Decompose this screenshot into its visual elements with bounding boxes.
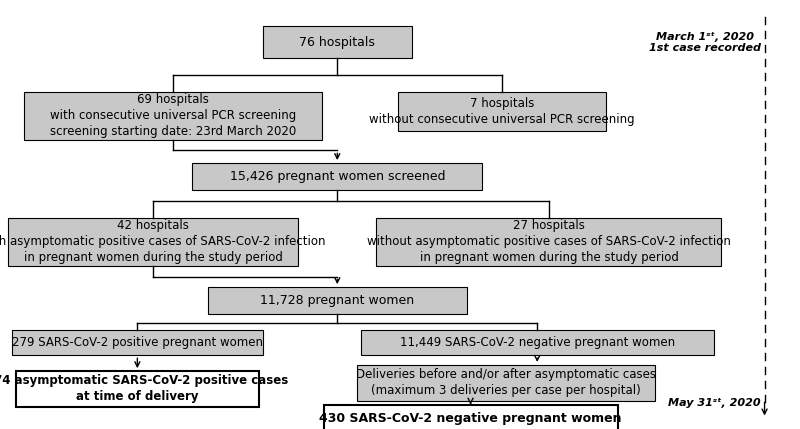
Text: 69 hospitals
with consecutive universal PCR screening
screening starting date: 2: 69 hospitals with consecutive universal …	[50, 93, 296, 138]
Text: 15,426 pregnant women screened: 15,426 pregnant women screened	[230, 170, 445, 183]
Text: 76 hospitals: 76 hospitals	[299, 36, 375, 48]
Text: 430 SARS-CoV-2 negative pregnant women: 430 SARS-CoV-2 negative pregnant women	[319, 412, 622, 425]
FancyBboxPatch shape	[12, 330, 262, 355]
FancyBboxPatch shape	[8, 218, 298, 266]
Text: 27 hospitals
without asymptomatic positive cases of SARS-CoV-2 infection
in preg: 27 hospitals without asymptomatic positi…	[367, 219, 731, 264]
FancyBboxPatch shape	[208, 287, 466, 314]
FancyBboxPatch shape	[361, 330, 714, 355]
Text: 174 asymptomatic SARS-CoV-2 positive cases
at time of delivery: 174 asymptomatic SARS-CoV-2 positive cas…	[0, 375, 289, 403]
Text: Deliveries before and/or after asymptomatic cases
(maximum 3 deliveries per case: Deliveries before and/or after asymptoma…	[356, 368, 656, 397]
FancyBboxPatch shape	[192, 163, 482, 190]
Text: 11,449 SARS-CoV-2 negative pregnant women: 11,449 SARS-CoV-2 negative pregnant wome…	[400, 336, 674, 349]
FancyBboxPatch shape	[398, 91, 606, 131]
FancyBboxPatch shape	[323, 405, 618, 429]
Text: 279 SARS-CoV-2 positive pregnant women: 279 SARS-CoV-2 positive pregnant women	[12, 336, 263, 349]
Text: May 31ˢᵗ, 2020: May 31ˢᵗ, 2020	[668, 398, 761, 408]
Text: 42 hospitals
with asymptomatic positive cases of SARS-CoV-2 infection
in pregnan: 42 hospitals with asymptomatic positive …	[0, 219, 326, 264]
FancyBboxPatch shape	[16, 371, 259, 407]
Text: March 1ˢᵗ, 2020
1st case recorded: March 1ˢᵗ, 2020 1st case recorded	[649, 32, 761, 53]
FancyBboxPatch shape	[377, 218, 722, 266]
Text: 7 hospitals
without consecutive universal PCR screening: 7 hospitals without consecutive universa…	[369, 97, 634, 126]
Text: 11,728 pregnant women: 11,728 pregnant women	[260, 294, 414, 307]
FancyBboxPatch shape	[357, 365, 654, 401]
FancyBboxPatch shape	[24, 91, 322, 140]
FancyBboxPatch shape	[262, 26, 412, 58]
